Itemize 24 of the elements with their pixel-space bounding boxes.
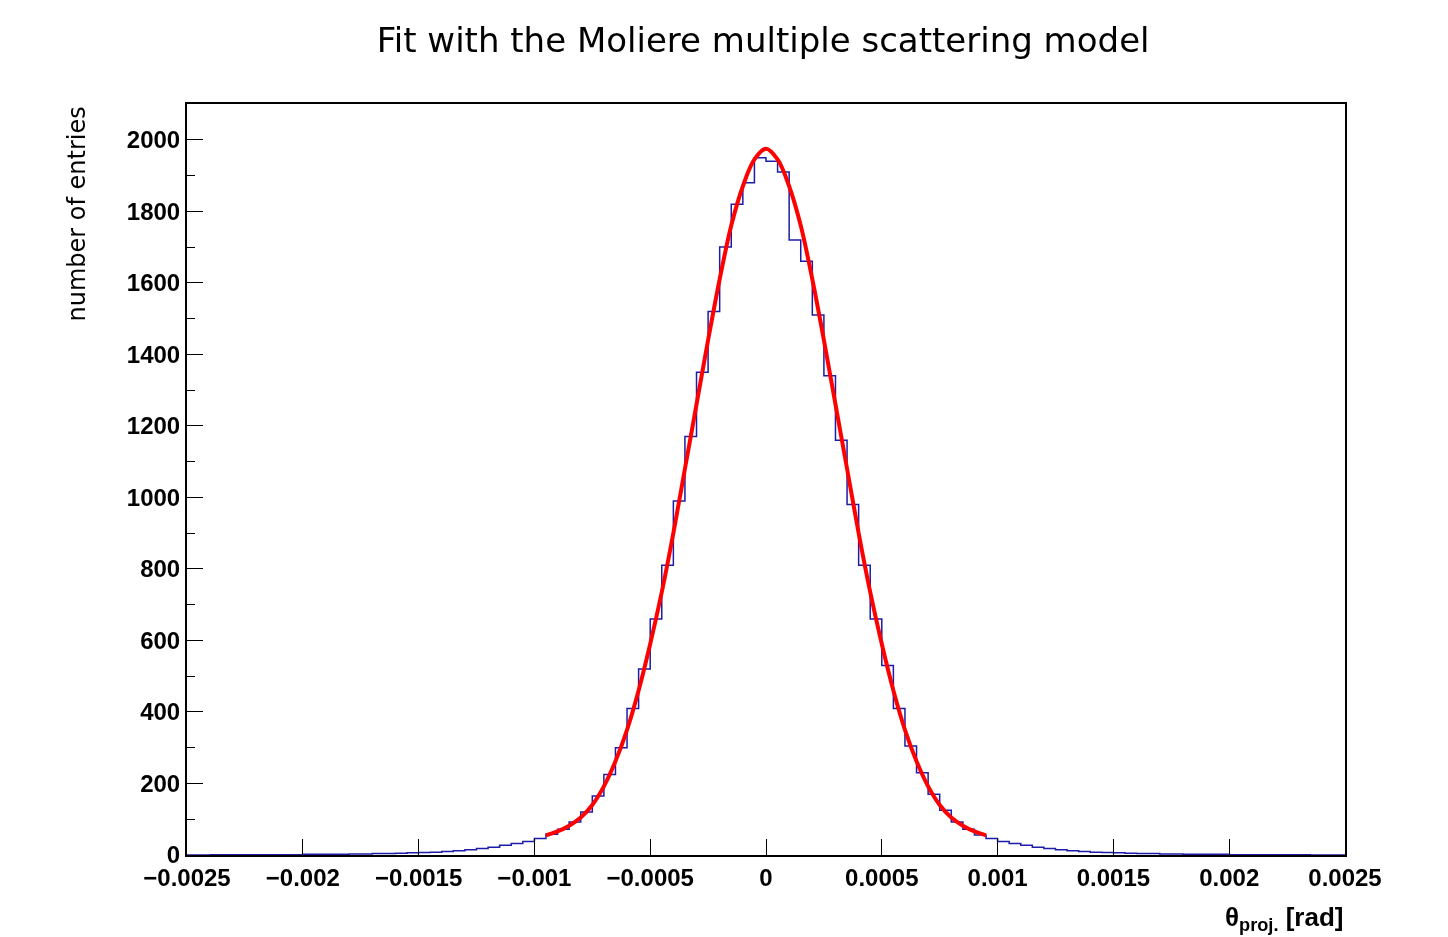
y-tick-label: 1200 [126, 412, 181, 440]
y-tick-label: 1400 [126, 340, 181, 368]
x-tick-label: −0.002 [265, 863, 340, 891]
y-tick-label: 1800 [126, 197, 181, 225]
y-tick-label: 800 [140, 555, 181, 583]
y-tick-label: 1600 [126, 269, 181, 297]
x-tick-label: 0.002 [1199, 863, 1260, 891]
x-tick-label: 0.001 [967, 863, 1028, 891]
y-tick-label: 1000 [126, 483, 181, 511]
y-tick-label: 200 [140, 769, 181, 797]
x-tick-label: 0.0005 [845, 863, 919, 891]
y-tick-label: 600 [140, 626, 181, 654]
chart-title: Fit with the Moliere multiple scattering model [376, 19, 1150, 60]
x-tick-label: −0.0005 [606, 863, 694, 891]
x-tick-label: 0.0025 [1308, 863, 1382, 891]
y-tick-label: 400 [140, 698, 181, 726]
y-axis-title: number of entries [63, 106, 92, 322]
x-tick-label: 0.0015 [1076, 863, 1151, 891]
x-tick-label: 0 [759, 863, 773, 891]
line-series [543, 146, 989, 838]
x-tick-label: −0.001 [497, 863, 572, 891]
y-tick-label: 2000 [126, 126, 181, 154]
x-tick-label: −0.0015 [374, 863, 463, 891]
x-axis-title: θ$_{proj.}$ [rad] [1225, 902, 1344, 936]
